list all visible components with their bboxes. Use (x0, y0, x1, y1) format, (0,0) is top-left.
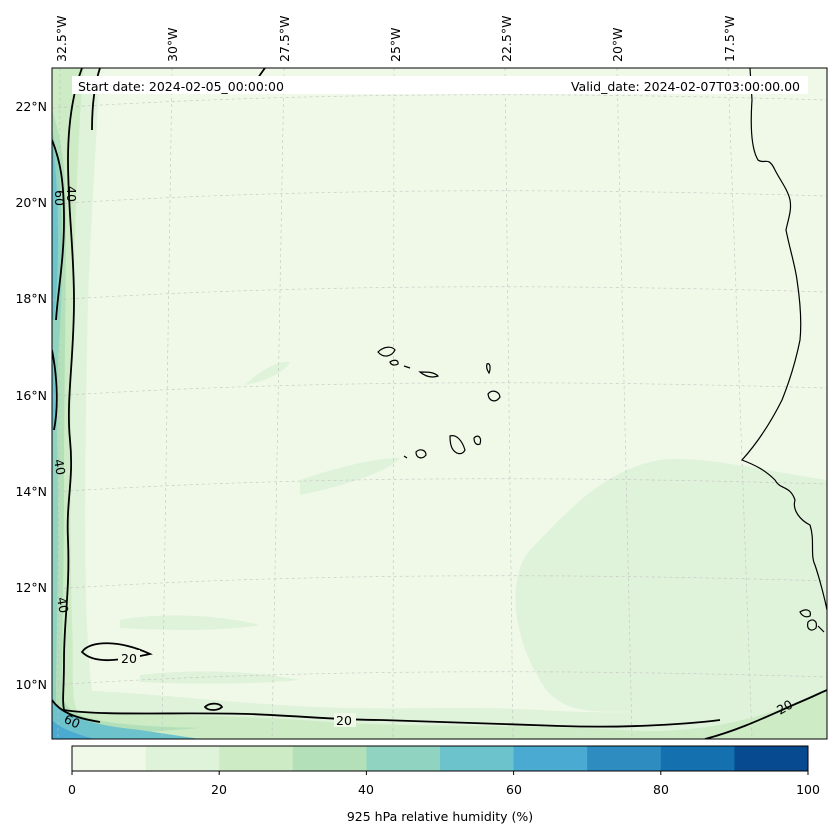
colorbar-segment-60-70 (513, 746, 588, 771)
coastlines (377, 68, 827, 633)
contour-60-south (52, 699, 101, 723)
colorbar-segment-80-90 (660, 746, 735, 771)
lat-label-22n: 22°N (15, 99, 47, 114)
colorbar-segment-10-20 (145, 746, 220, 771)
contour-labels: 60 40 40 40 20 20 60 20 (51, 186, 795, 731)
colorbar-segment-40-50 (366, 746, 441, 771)
contour-20-southeast (704, 689, 827, 739)
humidity-band-10-20-southeast (515, 459, 827, 712)
contour-label-40-b: 40 (51, 458, 69, 476)
island-sao-nicolau (418, 371, 440, 378)
lon-label-17-5w: 17.5°W (722, 16, 737, 62)
island-boa-vista (487, 390, 501, 402)
map-panel: Start date: 2024-02-05_00:00:00 Valid_da… (52, 68, 827, 739)
colorbar-segment-70-80 (587, 746, 662, 771)
map-frame (51, 67, 828, 740)
contour-label-20-south: 20 (336, 713, 352, 728)
contour-lines (52, 68, 827, 739)
contour-label-40-a: 40 (64, 186, 79, 202)
colorbar-segment-50-60 (440, 746, 515, 771)
lat-label-12n: 12°N (15, 580, 47, 595)
contour-label-60-a: 60 (52, 190, 67, 206)
contour-label-40-c: 40 (54, 596, 72, 614)
colorbar-segment-30-40 (292, 746, 367, 771)
lat-label-10n: 10°N (15, 677, 47, 692)
lon-label-32-5w: 32.5°W (54, 16, 69, 62)
header-strip (72, 76, 808, 94)
colorbar-segment-90-100 (734, 746, 809, 771)
contour-20-loop (80, 642, 153, 662)
bijagos-islands (799, 609, 825, 633)
island-santo-antao (377, 346, 396, 357)
island-sal (486, 363, 491, 375)
contour-60-west (52, 139, 65, 321)
start-date-label: Start date: 2024-02-05_00:00:00 (78, 79, 284, 94)
island-santiago (449, 435, 466, 455)
colorbar-tick-20: 20 (211, 782, 227, 797)
contour-20-south (63, 709, 721, 728)
colorbar: 0 20 40 60 80 100 925 hPa relative humid… (68, 745, 820, 824)
island-sao-vicente (389, 359, 399, 366)
latitude-labels: 22°N 20°N 18°N 16°N 14°N 12°N 10°N (15, 99, 47, 692)
lat-label-14n: 14°N (15, 484, 47, 499)
contour-label-20-loop: 20 (121, 651, 137, 666)
island-maio (473, 435, 482, 446)
humidity-patch-4 (140, 671, 300, 684)
longitude-labels: 32.5°W 30°W 27.5°W 25°W 22.5°W 20°W 17.5… (54, 16, 737, 62)
contour-40-west (62, 68, 83, 711)
island-santa-luzia (403, 365, 411, 369)
colorbar-label: 925 hPa relative humidity (%) (347, 809, 533, 824)
lat-label-16n: 16°N (15, 388, 47, 403)
colorbar-tick-80: 80 (653, 782, 669, 797)
colorbar-tick-0: 0 (68, 782, 76, 797)
colorbar-ticks (71, 771, 809, 775)
humidity-patch-2 (300, 458, 400, 495)
colorbar-frame (71, 745, 809, 772)
contour-label-20-southeast: 20 (774, 697, 795, 718)
african-coast (740, 68, 827, 611)
island-fogo (415, 449, 427, 459)
lon-label-30w: 30°W (165, 27, 180, 62)
colorbar-segments (72, 746, 809, 771)
humidity-patch-1 (245, 361, 290, 385)
colorbar-segment-0-10 (72, 746, 147, 771)
lat-label-20n: 20°N (15, 195, 47, 210)
graticule (52, 68, 827, 739)
lon-label-20w: 20°W (610, 27, 625, 62)
humidity-band-20-30-south (52, 690, 827, 739)
colorbar-tick-60: 60 (506, 782, 522, 797)
humidity-patch-3 (120, 615, 260, 630)
contour-small-ring (203, 702, 224, 711)
contour-label-60-south: 60 (62, 711, 83, 731)
contour-60-west-2 (52, 349, 58, 431)
lat-label-18n: 18°N (15, 291, 47, 306)
lon-label-25w: 25°W (388, 27, 403, 62)
island-brava (403, 455, 408, 459)
lon-label-27-5w: 27.5°W (277, 16, 292, 62)
valid-date-label: Valid_date: 2024-02-07T03:00:00.00 (571, 79, 800, 94)
lon-label-22-5w: 22.5°W (499, 16, 514, 62)
colorbar-tick-100: 100 (796, 782, 820, 797)
colorbar-tick-40: 40 (358, 782, 374, 797)
humidity-band-60-70 (52, 720, 95, 739)
colorbar-segment-20-30 (219, 746, 294, 771)
